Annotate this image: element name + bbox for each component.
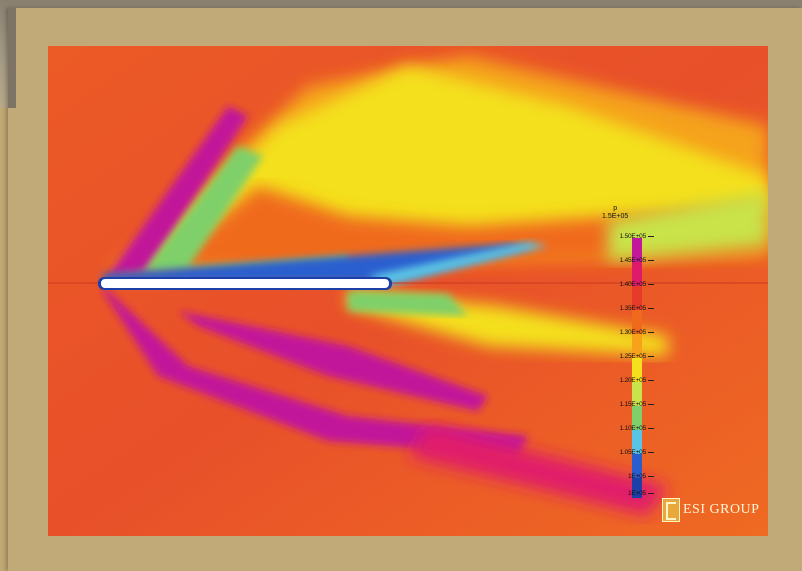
colorbar-tick: 1.50E+05 xyxy=(620,233,654,240)
upper-magenta-wedge xyxy=(108,106,248,276)
colorbar-title: p 1.5E+05 xyxy=(602,205,628,221)
esi-group-logo: ESI GROUP xyxy=(662,498,759,522)
lower-green-wake xyxy=(348,291,468,316)
lower-magenta-band xyxy=(103,286,528,456)
colorbar-tick: 1.15E+05 xyxy=(620,401,654,408)
colorbar-tick: 1.45E+05 xyxy=(620,257,654,264)
lower-red-region xyxy=(408,426,668,516)
colorbar-tick: 1.05E+05 xyxy=(620,449,654,456)
pressure-field-image xyxy=(48,46,768,536)
missile-body xyxy=(101,279,389,288)
colorbar-tick: 1.10E+05 xyxy=(620,425,654,432)
colorbar xyxy=(632,238,642,498)
cyan-wake-edge xyxy=(368,242,548,286)
brand-name: ESI GROUP xyxy=(683,502,760,517)
lower-magenta-inner xyxy=(178,311,488,411)
colorbar-tick: 1.30E+05 xyxy=(620,329,654,336)
colorbar-tick: 1.20E+05 xyxy=(620,377,654,384)
colorbar-tick: 1E+05 xyxy=(628,473,654,480)
frame-corner-shadow xyxy=(8,8,16,108)
colorbar-tick: 1E+05 xyxy=(628,490,654,497)
colorbar-top-label: 1.5E+05 xyxy=(602,213,629,220)
colorbar-tick: 1.35E+05 xyxy=(620,305,654,312)
esi-logo-icon xyxy=(662,498,680,522)
colorbar-tick: 1.25E+05 xyxy=(620,353,654,360)
right-green-plume xyxy=(608,191,768,261)
colorbar-tick: 1.40E+05 xyxy=(620,281,654,288)
colorbar-variable: p xyxy=(613,205,618,212)
pressure-field-svg xyxy=(48,46,768,536)
upper-green-wedge xyxy=(143,146,348,272)
